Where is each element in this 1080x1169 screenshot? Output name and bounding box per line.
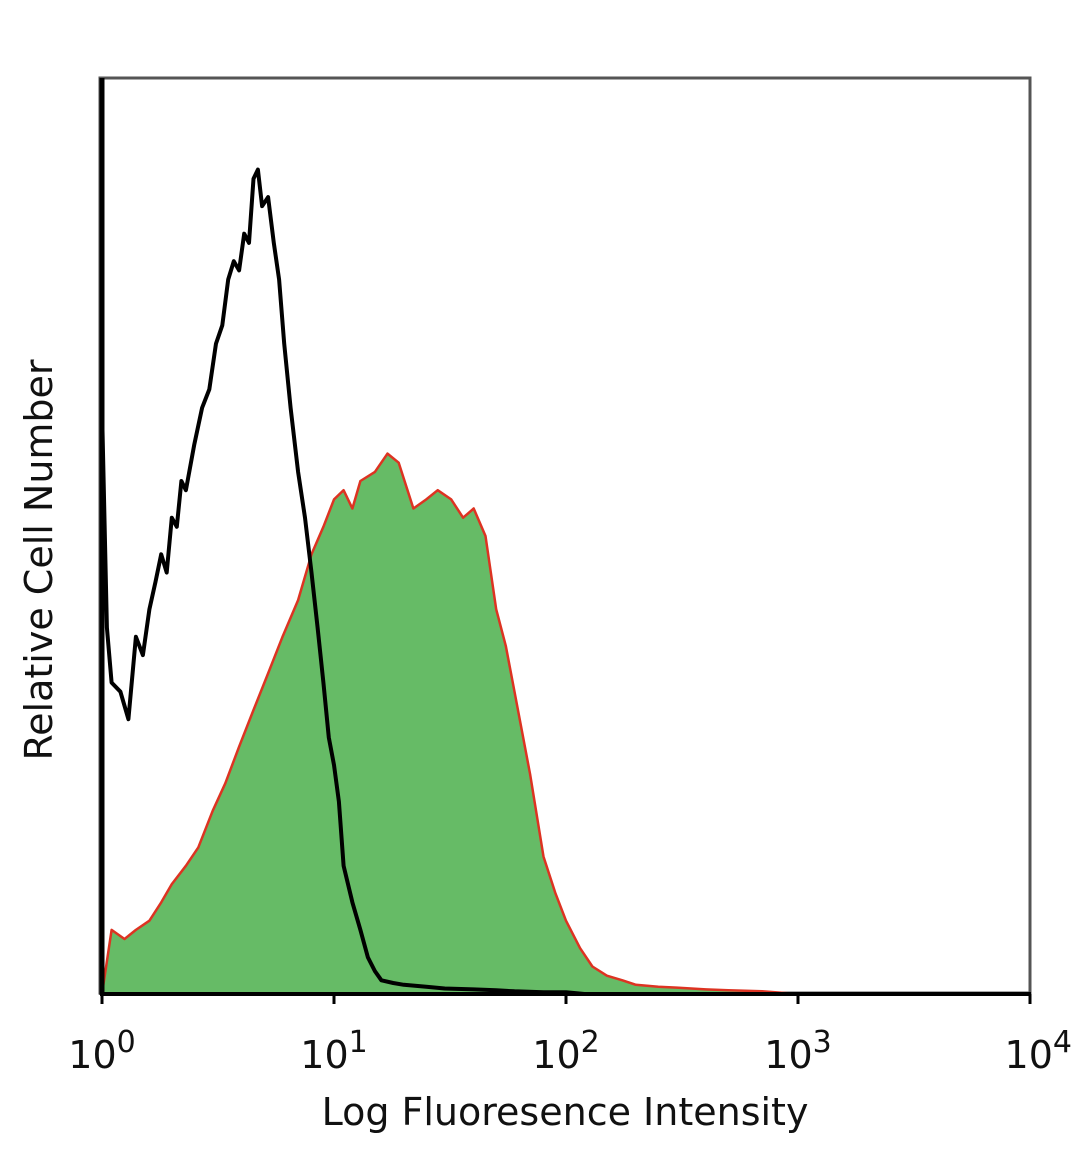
series-1-line [100,167,585,996]
x-tick-label: 100 [68,1025,135,1077]
x-tick-label: 104 [1005,1025,1072,1077]
tick-layer: 100 101 102 103 104 [68,994,1072,1077]
series-layer [100,167,799,996]
y-axis-label: Relative Cell Number [17,359,61,760]
x-tick-label: 103 [764,1025,831,1077]
series-0-area [102,453,798,995]
x-tick-label: 101 [300,1025,367,1077]
series-0-line [100,452,799,996]
x-tick-label: 102 [532,1025,599,1077]
x-axis-label: Log Fluoresence Intensity [322,1090,809,1134]
